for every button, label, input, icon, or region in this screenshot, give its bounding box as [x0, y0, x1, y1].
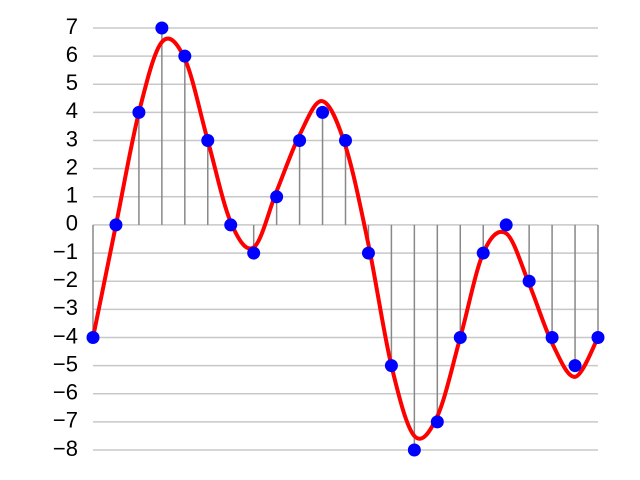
curve [91, 36, 600, 441]
sample-dot [86, 330, 100, 344]
y-tick-label: 7 [66, 14, 78, 39]
sample-dot [384, 359, 398, 373]
y-tick-label: 2 [66, 154, 78, 179]
sample-dot [361, 246, 375, 260]
sample-dot [132, 105, 146, 119]
y-tick-label: 3 [66, 126, 78, 151]
sample-dot [568, 359, 582, 373]
sample-dot [522, 274, 536, 288]
y-tick-label: 1 [66, 183, 78, 208]
sample-dot [293, 134, 307, 148]
sample-dot [453, 330, 467, 344]
sample-dot [178, 49, 192, 63]
y-tick-label: 4 [66, 98, 78, 123]
sample-dot [407, 443, 421, 457]
sample-dot [591, 330, 605, 344]
y-tick-label: 0 [66, 211, 78, 236]
y-tick-label: −3 [53, 295, 78, 320]
sample-dot [499, 218, 513, 232]
sample-dot [155, 21, 169, 35]
sample-dot [545, 330, 559, 344]
sample-dot [430, 415, 444, 429]
y-tick-label: 6 [66, 42, 78, 67]
y-tick-label: −1 [53, 239, 78, 264]
sample-dot [476, 246, 490, 260]
sample-dot [339, 134, 352, 148]
y-tick-label: −2 [53, 267, 78, 292]
sample-dot [247, 246, 261, 260]
sample-dot [109, 218, 123, 232]
y-tick-label: −8 [53, 436, 78, 461]
sample-dot [224, 218, 238, 232]
sample-dot [201, 134, 215, 148]
y-tick-label: 5 [66, 70, 78, 95]
y-tick-label: −6 [53, 380, 78, 405]
sample-dot [270, 190, 284, 204]
y-tick-label: −7 [53, 408, 78, 433]
sample-dot [316, 105, 330, 119]
y-tick-label: −4 [53, 323, 78, 348]
y-tick-label: −5 [53, 351, 78, 376]
